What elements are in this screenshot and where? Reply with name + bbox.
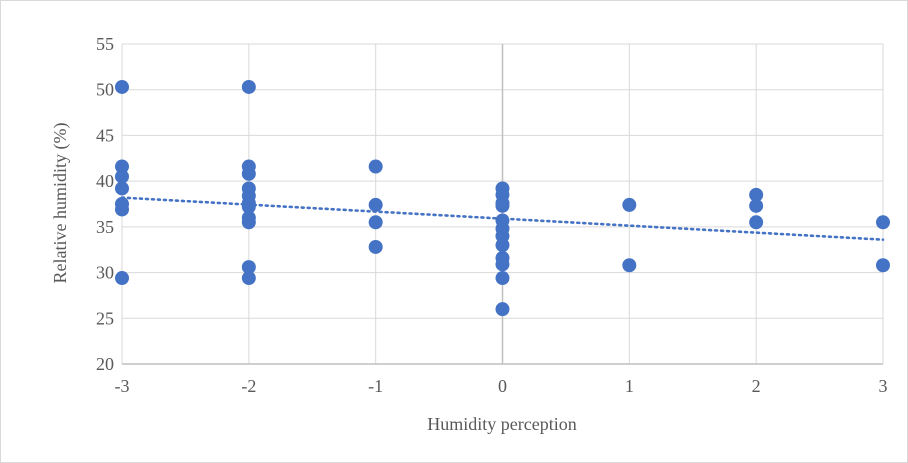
data-point [495, 238, 510, 253]
data-point [241, 166, 256, 181]
data-point [115, 181, 129, 196]
data-point [495, 198, 510, 213]
y-axis-title: Relative humidity (%) [50, 123, 71, 284]
data-point [241, 215, 256, 230]
data-point [241, 199, 256, 214]
data-point [749, 215, 764, 230]
x-tick-label: 0 [498, 376, 507, 396]
data-point [368, 197, 383, 212]
x-tick-label: 1 [625, 376, 634, 396]
x-tick-label: 3 [879, 376, 888, 396]
data-point [368, 215, 383, 230]
x-axis-title: Humidity perception [427, 414, 576, 434]
data-point [115, 202, 129, 217]
x-tick-label: -1 [368, 376, 383, 396]
data-point [749, 198, 764, 213]
y-tick-label: 25 [96, 308, 114, 328]
x-tick-label: 2 [752, 376, 761, 396]
y-tick-label: 20 [96, 354, 114, 374]
point-layer [115, 79, 890, 317]
data-point [115, 169, 129, 184]
data-point [115, 271, 129, 286]
data-point [368, 159, 383, 174]
data-point [749, 187, 764, 202]
data-point [495, 302, 510, 317]
data-point [876, 215, 890, 230]
x-tick-label: -3 [115, 376, 130, 396]
y-tick-label: 35 [96, 217, 114, 237]
data-point [622, 258, 637, 273]
y-tick-label: 50 [96, 80, 114, 100]
data-point [115, 79, 129, 94]
data-point [876, 258, 890, 273]
data-point [241, 271, 256, 286]
data-point [495, 257, 510, 272]
y-tick-label: 55 [96, 34, 114, 54]
data-point [115, 159, 129, 174]
tick-label-layer: 20 25 30 35 40 45 50 55 -3 -2 -1 0 1 2 3 [96, 34, 888, 396]
y-tick-label: 40 [96, 171, 114, 191]
data-point [241, 260, 256, 275]
data-point [622, 197, 637, 212]
data-point [368, 239, 383, 254]
x-tick-label: -2 [241, 376, 256, 396]
data-point [495, 271, 510, 286]
y-tick-label: 45 [96, 125, 114, 145]
y-tick-label: 30 [96, 263, 114, 283]
data-point [241, 79, 256, 94]
